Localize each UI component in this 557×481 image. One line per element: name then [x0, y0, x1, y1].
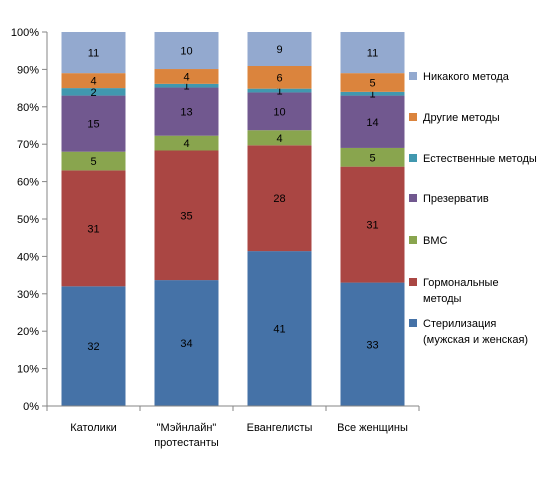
bar-segment: [61, 151, 126, 171]
bar-segment: [154, 32, 219, 70]
y-tick-label: 50%: [17, 214, 39, 226]
y-tick-label: 80%: [17, 102, 39, 114]
y-tick-label: 70%: [17, 139, 39, 151]
bar-segment: [340, 147, 405, 167]
y-tick-label: 90%: [17, 64, 39, 76]
data-label: 11: [367, 48, 378, 60]
data-label: 41: [273, 324, 285, 336]
data-label: 9: [276, 44, 282, 56]
data-label: 31: [366, 220, 378, 232]
data-label: 2: [90, 87, 96, 99]
legend-label: ВМС: [423, 235, 448, 247]
y-tick-label: 40%: [17, 251, 39, 263]
data-label: 1: [276, 86, 282, 98]
x-category-label: Католики: [70, 422, 117, 434]
bar-segment: [154, 135, 219, 151]
bar-segment: [61, 73, 126, 89]
data-label: 34: [180, 338, 192, 350]
data-label: 35: [180, 210, 192, 222]
bar-segment: [340, 73, 405, 92]
y-tick-label: 100%: [11, 27, 39, 39]
bar-segment: [340, 32, 405, 74]
bar-segment: [247, 92, 312, 131]
x-category-label: Все женщины: [337, 422, 408, 434]
bar-segment: [340, 166, 405, 283]
legend-swatch: [409, 72, 417, 80]
legend-swatch: [409, 236, 417, 244]
bar-segment: [247, 251, 312, 406]
bar-segment: [154, 83, 219, 88]
bar-segment: [61, 95, 126, 152]
legend-label: Другие методы: [423, 112, 500, 124]
bars: 3231515241134354131410412841016933315141…: [61, 32, 405, 406]
bar-segment: [154, 280, 219, 406]
legend-swatch: [409, 113, 417, 121]
data-label: 5: [90, 156, 96, 168]
bar-segment: [247, 130, 312, 146]
bar-segment: [154, 150, 219, 281]
legend-label: Презерватив: [423, 193, 489, 205]
bar-segment: [61, 88, 126, 96]
data-label: 4: [183, 138, 189, 150]
x-category-label: Евангелисты: [247, 422, 313, 434]
y-tick-label: 20%: [17, 326, 39, 338]
legend-swatch: [409, 278, 417, 286]
data-label: 14: [366, 117, 378, 129]
legend-swatch: [409, 319, 417, 327]
y-tick-label: 10%: [17, 364, 39, 376]
legend-label: Гормональные методы: [423, 277, 499, 305]
data-label: 5: [369, 77, 375, 89]
bar-segment: [154, 69, 219, 84]
legend-swatch: [409, 194, 417, 202]
data-label: 1: [369, 89, 375, 101]
legend-label: Никакого метода: [423, 71, 510, 83]
bar-segment: [247, 145, 312, 252]
axes: 0% 10% 20% 30% 40% 50% 60% 70% 80% 90% 100% Католик…: [11, 27, 420, 449]
data-label: 4: [90, 76, 96, 88]
y-tick-label: 0%: [23, 401, 39, 413]
bar-segment: [154, 87, 219, 136]
legend-swatch: [409, 154, 417, 162]
bar-segment: [340, 91, 405, 96]
bar-segment: [340, 95, 405, 148]
bar-segment: [61, 32, 126, 74]
data-label: 4: [276, 133, 282, 145]
legend-label: Стерилизация (мужская и женская): [423, 318, 528, 346]
data-label: 10: [180, 46, 192, 58]
bar-segment: [61, 170, 126, 287]
bar-segment: [340, 282, 405, 406]
bar-segment: [247, 66, 312, 89]
bar-segment: [247, 88, 312, 93]
data-label: 11: [88, 48, 99, 60]
legend-label: Естественные методы: [423, 153, 537, 165]
data-label: 4: [183, 71, 189, 83]
y-tick-label: 60%: [17, 177, 39, 189]
data-label: 5: [369, 152, 375, 164]
data-label: 10: [273, 106, 285, 118]
y-tick-label: 30%: [17, 289, 39, 301]
x-category-label: "Мэйнлайн" протестанты: [154, 422, 219, 449]
data-label: 1: [183, 81, 189, 93]
legend: Никакого метода Другие методы Естественные…: [409, 71, 537, 346]
data-label: 15: [87, 119, 99, 131]
data-label: 32: [87, 341, 99, 353]
data-label: 31: [87, 223, 99, 235]
bar-segment: [61, 286, 126, 406]
data-label: 33: [366, 339, 378, 351]
data-label: 13: [180, 107, 192, 119]
data-label: 6: [276, 72, 282, 84]
bar-segment: [247, 32, 312, 66]
data-label: 28: [273, 193, 285, 205]
